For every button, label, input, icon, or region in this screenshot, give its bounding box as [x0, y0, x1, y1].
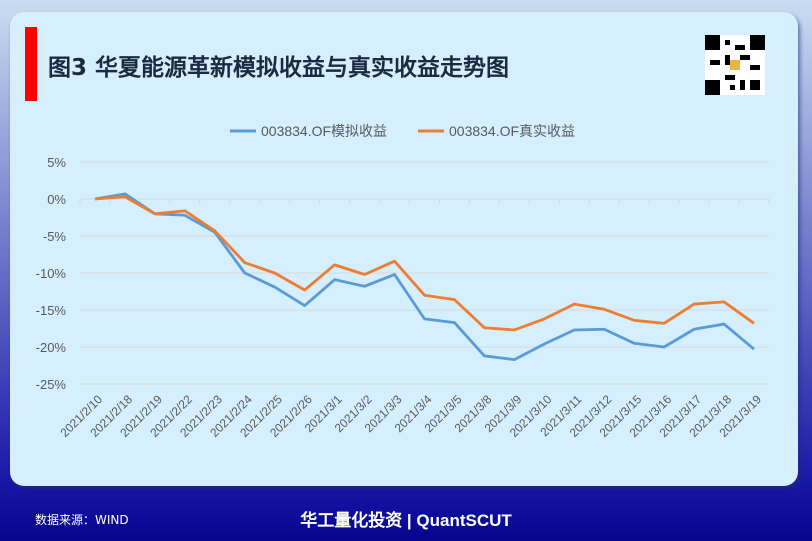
data-source: 数据来源：WIND	[35, 513, 129, 527]
chart-card	[10, 12, 798, 486]
y-tick-label: -15%	[36, 303, 67, 318]
y-tick-label: -20%	[36, 340, 67, 355]
y-tick-label: -10%	[36, 266, 67, 281]
y-tick-label: -5%	[43, 229, 67, 244]
series-line-0	[94, 192, 755, 361]
legend-label: 003834.OF模拟收益	[261, 123, 387, 139]
legend-label: 003834.OF真实收益	[449, 123, 575, 139]
y-tick-label: -25%	[36, 377, 67, 392]
title-accent-bar	[25, 27, 37, 101]
y-tick-label: 0%	[47, 192, 66, 207]
y-tick-label: 5%	[47, 155, 66, 170]
page-title: 图3 华夏能源革新模拟收益与真实收益走势图	[48, 55, 510, 81]
qr-code-icon	[705, 35, 765, 95]
brand-label: 华工量化投资 | QuantSCUT	[300, 511, 512, 530]
